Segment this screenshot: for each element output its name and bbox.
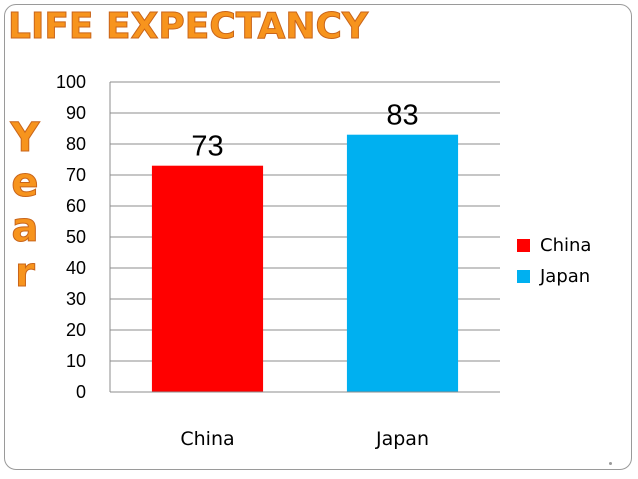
legend-swatch	[517, 239, 530, 252]
y-tick-label: 50	[66, 227, 86, 247]
corner-mark	[609, 462, 612, 465]
x-tick-label: Japan	[375, 428, 429, 450]
y-tick-label: 80	[66, 134, 86, 154]
data-label: 73	[191, 131, 223, 163]
y-tick-label: 10	[66, 351, 86, 371]
y-tick-label: 30	[66, 289, 86, 309]
legend: China Japan	[517, 230, 591, 292]
legend-label: Japan	[540, 266, 591, 287]
chart-title: LIFE EXPECTANCY	[7, 6, 369, 48]
legend-swatch	[517, 270, 530, 283]
data-label: 83	[386, 100, 418, 132]
y-axis-label-char: a	[11, 205, 39, 251]
y-axis-label-char: e	[11, 160, 39, 206]
y-tick-label: 90	[66, 103, 86, 123]
y-tick-label: 0	[76, 382, 86, 402]
y-tick-label: 70	[66, 165, 86, 185]
y-tick-label: 20	[66, 320, 86, 340]
slide-frame	[4, 4, 632, 470]
y-tick-label: 60	[66, 196, 86, 216]
y-tick-label: 40	[66, 258, 86, 278]
bar-japan	[346, 134, 459, 392]
y-axis-label-char: r	[15, 250, 36, 296]
legend-item: China	[517, 230, 591, 261]
y-tick-label: 100	[56, 72, 86, 92]
x-tick-label: China	[180, 428, 234, 450]
bar-china	[151, 165, 264, 392]
legend-item: Japan	[517, 261, 591, 292]
legend-label: China	[540, 235, 592, 256]
y-axis-label-char: Y	[10, 115, 40, 161]
